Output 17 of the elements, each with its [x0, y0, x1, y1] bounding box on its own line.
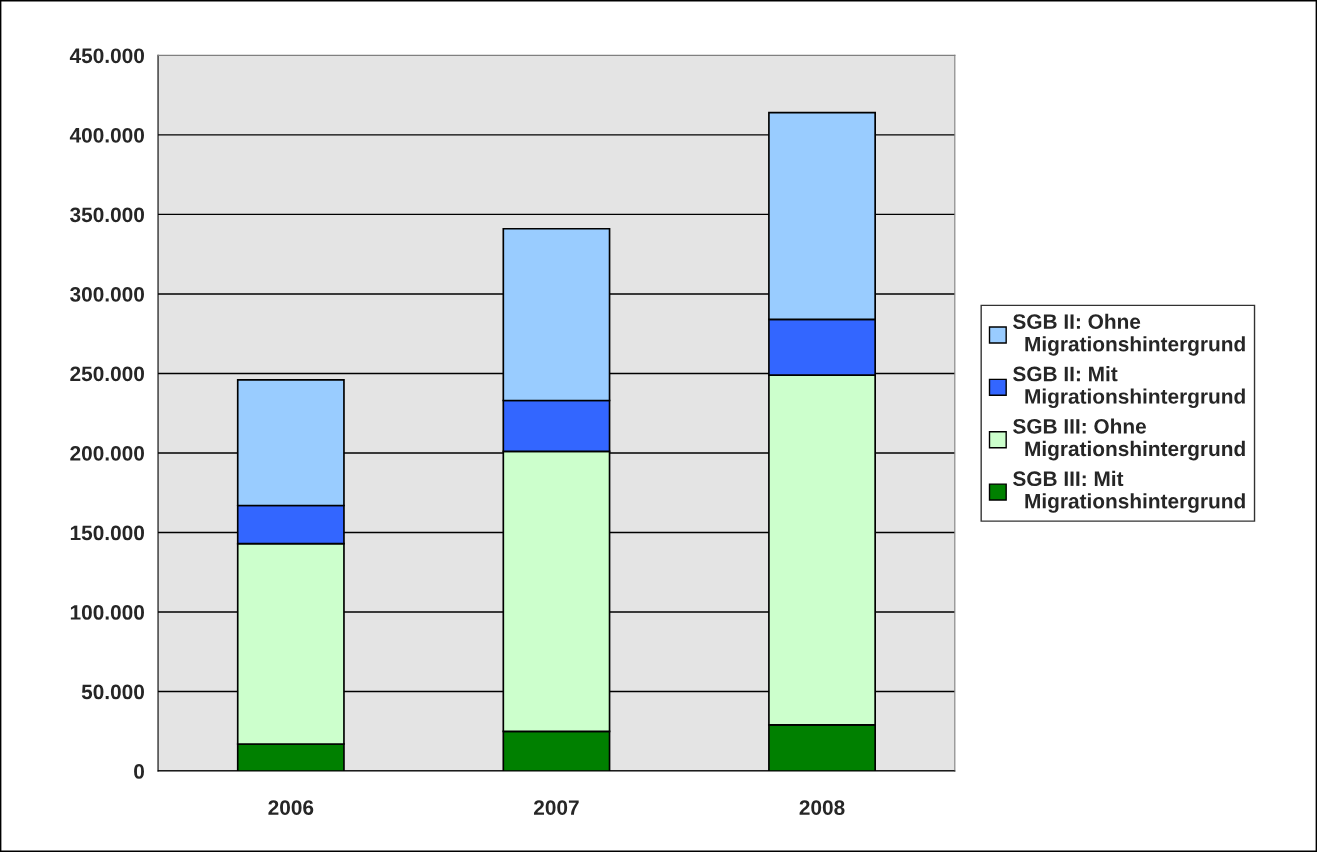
y-tick-label: 450.000 — [69, 48, 144, 64]
legend-label: SGB II: Ohne Migrationshintergrund — [1013, 313, 1245, 356]
legend-label: SGB III: Ohne Migrationshintergrund — [1013, 418, 1245, 461]
x-tick-label: 2007 — [533, 800, 579, 815]
y-tick-label: 400.000 — [69, 127, 144, 143]
y-tick-label: 250.000 — [70, 366, 144, 382]
y-tick-label: 200.000 — [70, 445, 144, 461]
legend-label: SGB III: Mit Migrationshintergrund — [1013, 470, 1245, 513]
y-tick-label: 50.000 — [81, 684, 144, 700]
legend-label: SGB II: Mit Migrationshintergrund — [1013, 366, 1245, 409]
y-tick-label: 0 — [134, 764, 144, 779]
y-tick-label: 100.000 — [70, 605, 144, 620]
x-tick-label: 2008 — [799, 800, 845, 815]
y-tick-label: 150.000 — [70, 525, 144, 541]
x-tick-label: 2006 — [268, 800, 314, 815]
y-tick-label: 350.000 — [70, 207, 144, 223]
y-tick-label: 300.000 — [70, 286, 144, 302]
